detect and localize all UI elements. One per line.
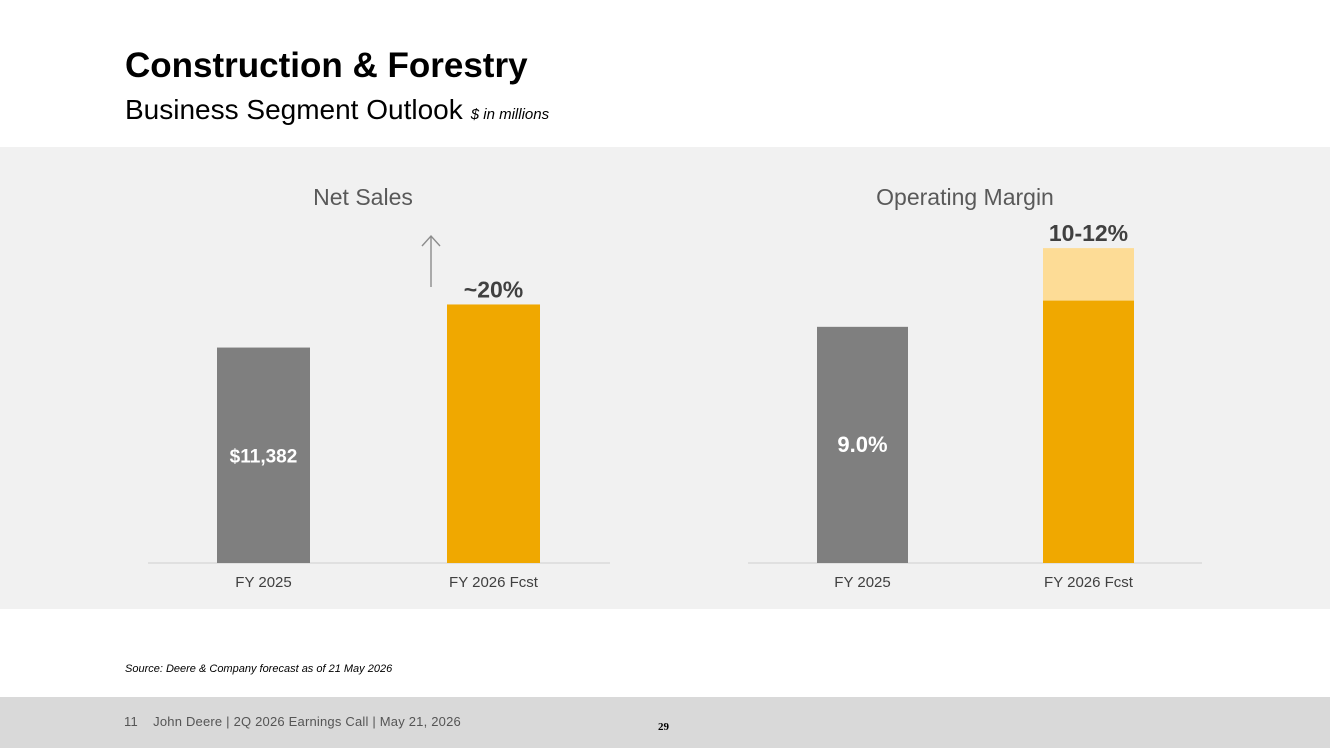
net-sales-bar-1 (447, 304, 540, 563)
operating-margin-tick-label-1: FY 2026 Fcst (1044, 574, 1134, 591)
net-sales-chart-title: Net Sales (313, 184, 413, 210)
net-sales-bar-0 (217, 347, 310, 563)
chart-panel: Net Sales FY 2025 $11,382 FY 2026 Fcst ~20% O… (0, 147, 1330, 609)
operating-margin-bar-0 (817, 326, 908, 563)
up-arrow-head-icon (421, 234, 441, 247)
operating-margin-data-label-1: 10-12% (1049, 220, 1128, 246)
page-number: 29 (658, 721, 669, 733)
footer-bar: 11 John Deere | 2Q 2026 Earnings Call | … (0, 697, 1330, 748)
footer-text: 11 John Deere | 2Q 2026 Earnings Call | … (124, 714, 461, 729)
operating-margin-chart-title: Operating Margin (876, 184, 1054, 210)
slide-subtitle: Business Segment Outlook $ in millions (125, 92, 549, 133)
charts-svg: Net Sales FY 2025 $11,382 FY 2026 Fcst ~20% O… (148, 184, 1202, 591)
net-sales-data-label-1: ~20% (464, 276, 523, 302)
footer-caption: John Deere | 2Q 2026 Earnings Call | May… (153, 714, 461, 729)
operating-margin-tick-label-0: FY 2025 (834, 574, 890, 591)
operating-margin-bar-range-1 (1043, 248, 1134, 301)
subtitle-text: Business Segment Outlook (125, 94, 463, 125)
slide-title: Construction & Forestry (125, 46, 528, 85)
net-sales-data-label-0: $11,382 (230, 446, 298, 467)
net-sales-tick-label-0: FY 2025 (235, 574, 291, 591)
slide-number: 11 (124, 714, 138, 729)
unit-note: $ in millions (470, 106, 550, 123)
operating-margin-data-label-0: 9.0% (837, 432, 887, 457)
operating-margin-bar-1 (1043, 300, 1134, 563)
net-sales-tick-label-1: FY 2026 Fcst (449, 574, 539, 591)
source-note: Source: Deere & Company forecast as of 2… (125, 663, 393, 675)
